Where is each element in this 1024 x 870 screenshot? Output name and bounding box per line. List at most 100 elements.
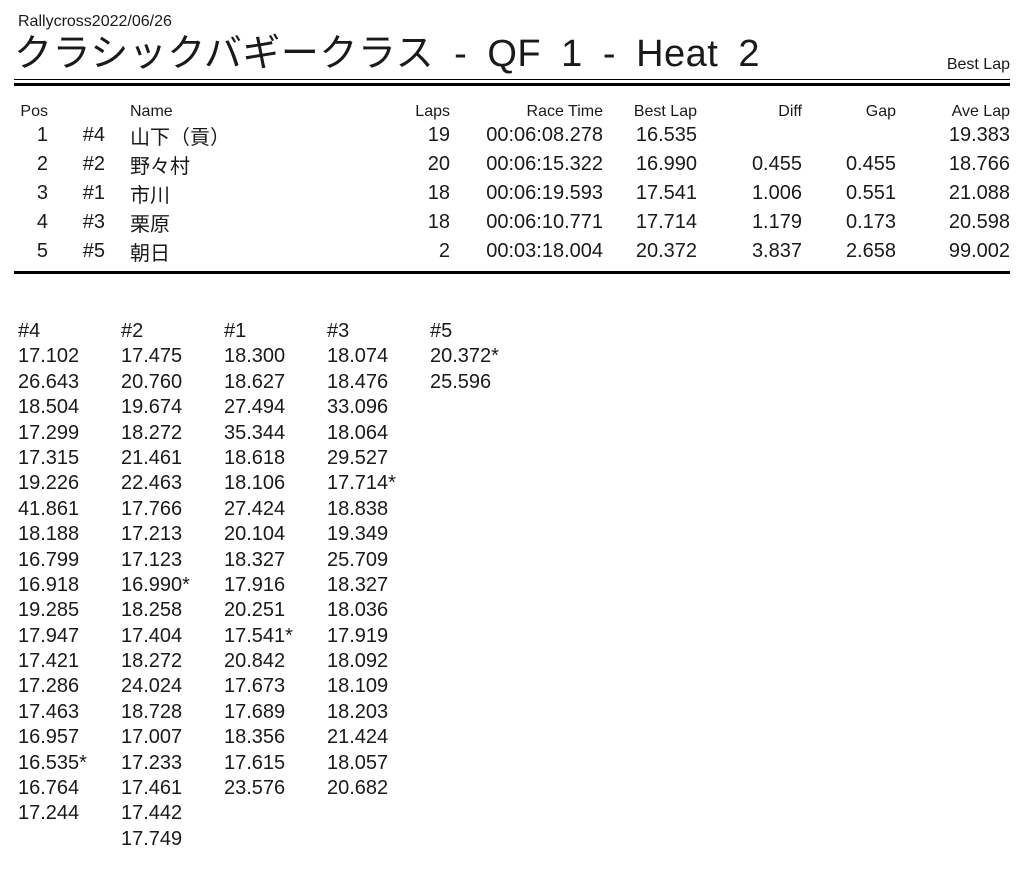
lap-time: 17.404 bbox=[121, 624, 183, 647]
cell-car: #4 bbox=[82, 124, 105, 146]
cell-best_lap: 16.535 bbox=[635, 124, 697, 146]
lap-time: 17.102 bbox=[18, 345, 80, 368]
lap-time: 18.203 bbox=[327, 700, 389, 723]
lap-time: 17.714* bbox=[327, 472, 396, 495]
cell-race_time: 00:06:08.278 bbox=[486, 124, 603, 146]
cell-pos: 3 bbox=[36, 182, 48, 204]
lap-time: 25.596 bbox=[430, 370, 492, 393]
lap-time: 17.463 bbox=[18, 700, 80, 723]
lap-column-4: #4 17.102 26.643 18.504 17.299 17.315 19.226 41… bbox=[18, 319, 121, 852]
lap-column-header: #2 bbox=[121, 320, 144, 342]
col-header-car bbox=[48, 99, 105, 121]
lap-time: 17.541* bbox=[224, 624, 293, 647]
col-header-gap: Gap bbox=[865, 103, 896, 120]
lap-time: 21.424 bbox=[327, 726, 389, 749]
cell-ave_lap: 19.383 bbox=[948, 124, 1010, 146]
lap-time: 25.709 bbox=[327, 548, 389, 571]
title-divider bbox=[14, 79, 1010, 86]
lap-column-header: #5 bbox=[430, 320, 453, 342]
result-row: 1 #4 山下（貢） 19 00:06:08.278 16.535 19.383 bbox=[14, 121, 1010, 150]
results-header-row: Pos Name Laps Race Time Best Lap Diff Gap Ave L… bbox=[14, 99, 1010, 121]
cell-race_time: 00:06:19.593 bbox=[486, 182, 603, 204]
lap-time: 19.226 bbox=[18, 472, 80, 495]
result-row: 2 #2 野々村 20 00:06:15.322 16.990 0.455 0.455 18.7… bbox=[14, 150, 1010, 179]
lap-time: 16.799 bbox=[18, 548, 80, 571]
lap-time: 19.349 bbox=[327, 523, 389, 546]
lap-time: 18.327 bbox=[224, 548, 286, 571]
lap-time: 20.251 bbox=[224, 599, 286, 622]
lap-time: 17.007 bbox=[121, 726, 183, 749]
lap-chart: #4 17.102 26.643 18.504 17.299 17.315 19.226 41… bbox=[18, 319, 1024, 852]
lap-time: 17.673 bbox=[224, 675, 286, 698]
col-header-best_lap: Best Lap bbox=[633, 103, 697, 120]
lap-time: 17.421 bbox=[18, 650, 80, 673]
cell-best_lap: 20.372 bbox=[635, 240, 697, 262]
lap-time: 17.766 bbox=[121, 497, 183, 520]
lap-time: 20.682 bbox=[327, 777, 389, 800]
lap-time: 17.213 bbox=[121, 523, 183, 546]
cell-pos: 2 bbox=[36, 153, 48, 175]
cell-name: 山下（貢） bbox=[130, 127, 230, 149]
lap-time: 17.916 bbox=[224, 573, 286, 596]
lap-time: 18.272 bbox=[121, 650, 183, 673]
lap-column-3: #3 18.074 18.476 33.096 18.064 29.527 17.714* 1… bbox=[327, 319, 430, 852]
lap-column-header: #1 bbox=[224, 320, 247, 342]
cell-best_lap: 17.714 bbox=[635, 211, 697, 233]
lap-time: 17.749 bbox=[121, 827, 183, 850]
cell-car: #2 bbox=[82, 153, 105, 175]
lap-time: 24.024 bbox=[121, 675, 183, 698]
cell-car: #3 bbox=[82, 211, 105, 233]
lap-time: 18.300 bbox=[224, 345, 286, 368]
cell-car: #5 bbox=[82, 240, 105, 262]
lap-time: 26.643 bbox=[18, 370, 80, 393]
lap-column-5: #5 20.372* 25.596 bbox=[430, 319, 533, 852]
lap-time: 41.861 bbox=[18, 497, 80, 520]
lap-time: 27.494 bbox=[224, 396, 286, 419]
lap-time: 17.689 bbox=[224, 700, 286, 723]
lap-time: 17.244 bbox=[18, 802, 80, 825]
lap-time: 17.919 bbox=[327, 624, 389, 647]
result-row: 4 #3 栗原 18 00:06:10.771 17.714 1.179 0.173 20.59… bbox=[14, 208, 1010, 237]
lap-time: 27.424 bbox=[224, 497, 286, 520]
lap-time: 17.286 bbox=[18, 675, 80, 698]
lap-time: 18.064 bbox=[327, 421, 389, 444]
cell-laps: 2 bbox=[438, 240, 450, 262]
lap-time: 22.463 bbox=[121, 472, 183, 495]
cell-ave_lap: 18.766 bbox=[948, 153, 1010, 175]
lap-time: 18.728 bbox=[121, 700, 183, 723]
cell-laps: 19 bbox=[427, 124, 450, 146]
lap-time: 18.504 bbox=[18, 396, 80, 419]
cell-diff: 3.837 bbox=[751, 240, 802, 262]
lap-column-2: #2 17.475 20.760 19.674 18.272 21.461 22.463 17… bbox=[121, 319, 224, 852]
cell-race_time: 00:06:10.771 bbox=[486, 211, 603, 233]
col-header-diff: Diff bbox=[778, 103, 802, 120]
best-lap-corner-label: Best Lap bbox=[946, 56, 1010, 73]
cell-best_lap: 16.990 bbox=[635, 153, 697, 175]
lap-time: 17.315 bbox=[18, 446, 80, 469]
cell-gap: 0.455 bbox=[845, 153, 896, 175]
cell-laps: 18 bbox=[427, 211, 450, 233]
col-header-laps: Laps bbox=[415, 103, 450, 120]
cell-ave_lap: 99.002 bbox=[948, 240, 1010, 262]
lap-time: 18.188 bbox=[18, 523, 80, 546]
lap-time: 18.106 bbox=[224, 472, 286, 495]
lap-time: 29.527 bbox=[327, 446, 389, 469]
lap-column-header: #3 bbox=[327, 320, 350, 342]
lap-time: 18.258 bbox=[121, 599, 183, 622]
lap-time: 18.109 bbox=[327, 675, 389, 698]
lap-time: 16.918 bbox=[18, 573, 80, 596]
cell-ave_lap: 20.598 bbox=[948, 211, 1010, 233]
cell-laps: 18 bbox=[427, 182, 450, 204]
cell-name: 市川 bbox=[130, 185, 170, 207]
col-header-race_time: Race Time bbox=[526, 103, 603, 120]
lap-time: 17.442 bbox=[121, 802, 183, 825]
lap-time: 16.764 bbox=[18, 777, 80, 800]
result-row: 3 #1 市川 18 00:06:19.593 17.541 1.006 0.551 21.08… bbox=[14, 179, 1010, 208]
cell-diff: 0.455 bbox=[751, 153, 802, 175]
result-row: 5 #5 朝日 2 00:03:18.004 20.372 3.837 2.658 99.002 bbox=[14, 237, 1010, 266]
col-header-ave_lap: Ave Lap bbox=[951, 103, 1010, 120]
cell-gap: 0.551 bbox=[845, 182, 896, 204]
cell-name: 栗原 bbox=[130, 214, 170, 236]
lap-time: 20.842 bbox=[224, 650, 286, 673]
cell-gap: 0.173 bbox=[845, 211, 896, 233]
